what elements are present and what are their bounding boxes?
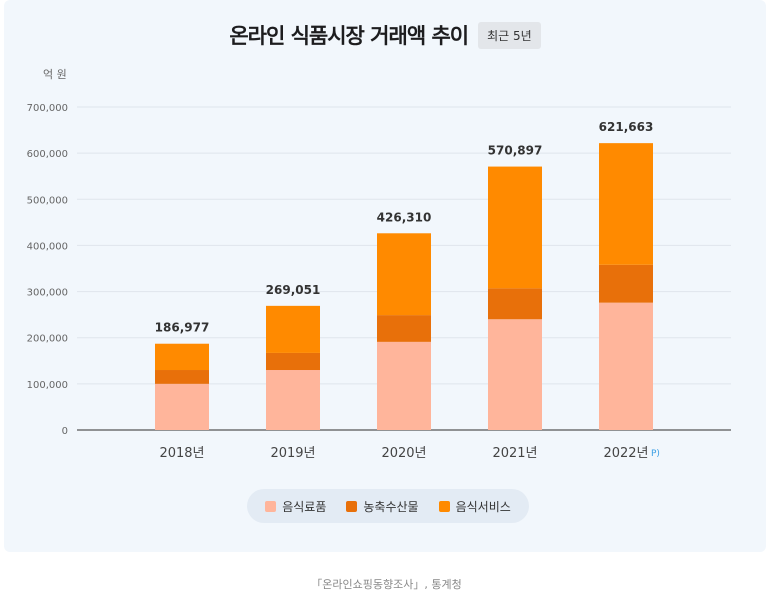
chart-card: 온라인 식품시장 거래액 추이 최근 5년 억 원 0 100,000 200,000… xyxy=(4,0,766,552)
bar-segment-service xyxy=(599,143,653,265)
y-tick-label: 100,000 xyxy=(27,380,68,391)
total-label: 269,051 xyxy=(266,283,321,297)
total-label: 621,663 xyxy=(599,120,654,134)
x-tick-label: 2022년 xyxy=(603,446,648,461)
x-tick-label: 2019년 xyxy=(270,446,315,461)
bar-segment-agri xyxy=(266,352,320,371)
legend-item-food: 음식료품 xyxy=(265,498,326,515)
bar-segment-service xyxy=(488,166,542,289)
y-tick-label: 0 xyxy=(62,426,68,437)
y-tick-label: 600,000 xyxy=(27,149,68,160)
bar-segment-service xyxy=(155,343,209,371)
period-badge: 최근 5년 xyxy=(478,21,541,49)
x-tick-label: 2021년 xyxy=(492,446,537,461)
legend-swatch-food xyxy=(265,500,277,512)
bar-segment-agri xyxy=(599,264,653,303)
legend-swatch-service xyxy=(438,500,450,512)
total-label: 186,977 xyxy=(155,321,210,335)
bar-segment-food xyxy=(488,319,542,430)
chart-title: 온라인 식품시장 거래액 추이 xyxy=(229,24,469,48)
stacked-bar-chart: 억 원 0 100,000 200,000 300,000 400,000 500,000 6… xyxy=(27,68,731,461)
preliminary-note: P) xyxy=(651,449,660,459)
y-tick-label: 700,000 xyxy=(27,103,68,114)
bar-segment-food xyxy=(377,341,431,430)
x-tick-label: 2020년 xyxy=(381,446,426,461)
legend-label-service: 음식서비스 xyxy=(455,499,511,514)
y-tick-label: 300,000 xyxy=(27,288,68,299)
bar-segment-food xyxy=(155,383,209,430)
bar-segment-agri xyxy=(488,288,542,320)
legend-item-service: 음식서비스 xyxy=(438,498,511,515)
y-axis-unit-label: 억 원 xyxy=(43,68,67,81)
y-tick-label: 400,000 xyxy=(27,241,68,252)
y-tick-label: 500,000 xyxy=(27,195,68,206)
legend-item-agri: 농축수산물 xyxy=(346,498,419,515)
title-row: 온라인 식품시장 거래액 추이 최근 5년 xyxy=(4,18,766,52)
total-label: 426,310 xyxy=(377,210,432,224)
bar-segment-agri xyxy=(155,370,209,384)
bar-segment-food xyxy=(266,370,320,430)
y-tick-label: 200,000 xyxy=(27,334,68,345)
legend-label-food: 음식료품 xyxy=(282,499,327,514)
bar-segment-service xyxy=(377,233,431,316)
bar-segment-agri xyxy=(377,315,431,342)
x-tick-label: 2018년 xyxy=(159,446,204,461)
legend-swatch-agri xyxy=(346,500,358,512)
total-label: 570,897 xyxy=(488,144,543,158)
legend: 음식료품 농축수산물 음식서비스 xyxy=(247,489,529,523)
bar-segment-service xyxy=(266,305,320,353)
legend-label-agri: 농축수산물 xyxy=(363,499,419,514)
bar-segment-food xyxy=(599,302,653,430)
source-note: 「온라인쇼핑동향조사」, 통계청 xyxy=(311,578,462,591)
